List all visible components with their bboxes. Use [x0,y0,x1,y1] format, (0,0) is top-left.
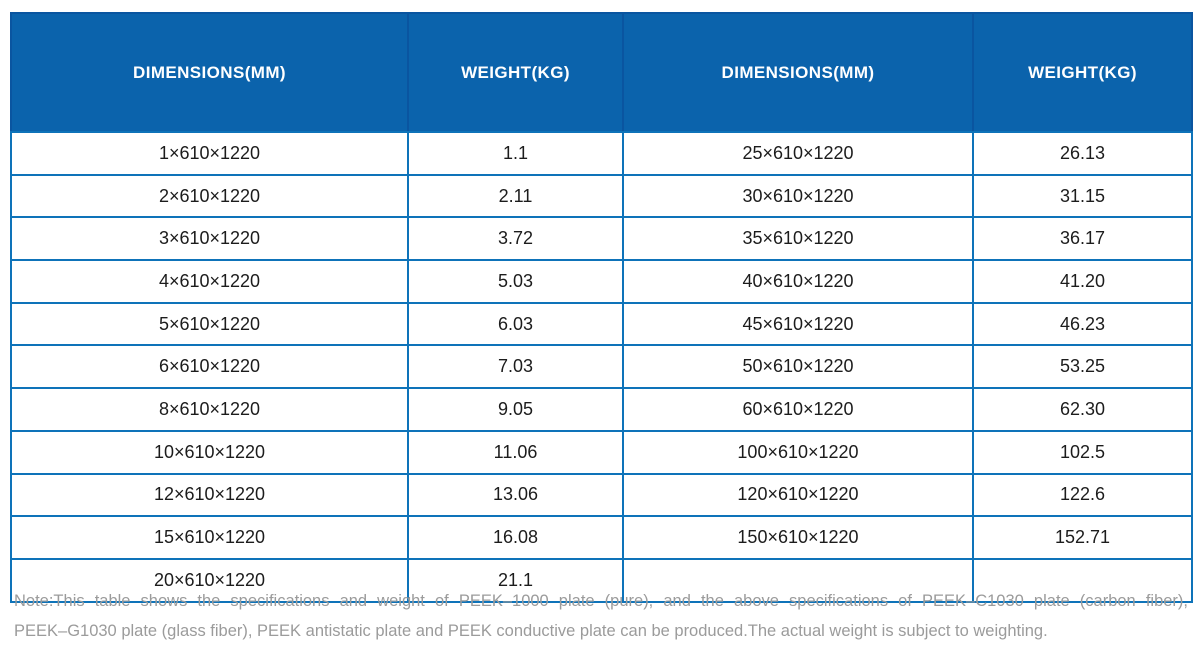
cell-weight: 2.11 [407,173,624,219]
cell-dimensions: 12×610×1220 [10,472,409,518]
cell-weight: 11.06 [407,429,624,475]
cell-weight: 9.05 [407,387,624,432]
col-header-weight-right: WEIGHT(KG) [972,12,1193,133]
table-row: 4×610×1220 5.03 40×610×1220 41.20 [10,259,1193,304]
spec-table: DIMENSIONS(MM) WEIGHT(KG) DIMENSIONS(MM)… [10,12,1193,603]
cell-dimensions: 45×610×1220 [622,301,974,347]
table-row: 10×610×1220 11.06 100×610×1220 102.5 [10,429,1193,475]
cell-weight: 53.25 [972,344,1193,390]
cell-dimensions: 1×610×1220 [10,131,409,176]
table-row: 8×610×1220 9.05 60×610×1220 62.30 [10,387,1193,432]
cell-dimensions: 20×610×1220 [10,557,409,603]
table-body: 1×610×1220 1.1 25×610×1220 26.13 2×610×1… [10,131,1193,603]
cell-dimensions: 15×610×1220 [10,515,409,560]
cell-weight: 46.23 [972,301,1193,347]
col-header-dimensions-left: DIMENSIONS(MM) [10,12,409,133]
table-header: DIMENSIONS(MM) WEIGHT(KG) DIMENSIONS(MM)… [10,12,1193,133]
cell-weight: 21.1 [407,557,624,603]
cell-weight: 7.03 [407,344,624,390]
cell-weight: 13.06 [407,472,624,518]
cell-dimensions: 60×610×1220 [622,387,974,432]
cell-dimensions: 50×610×1220 [622,344,974,390]
cell-dimensions-empty [622,557,974,603]
col-header-dimensions-right: DIMENSIONS(MM) [622,12,974,133]
cell-weight: 31.15 [972,173,1193,219]
cell-dimensions: 25×610×1220 [622,131,974,176]
cell-weight: 26.13 [972,131,1193,176]
table-row: 20×610×1220 21.1 [10,557,1193,603]
cell-dimensions: 5×610×1220 [10,301,409,347]
footnote-line-1: Note:This table shows the specifications… [14,592,1188,610]
cell-weight-empty [972,557,1193,603]
footnote-line-2: PEEK–G1030 plate (glass fiber), PEEK ant… [14,622,1048,640]
cell-dimensions: 6×610×1220 [10,344,409,390]
cell-weight: 152.71 [972,515,1193,560]
cell-dimensions: 4×610×1220 [10,259,409,304]
cell-weight: 16.08 [407,515,624,560]
cell-dimensions: 2×610×1220 [10,173,409,219]
cell-dimensions: 150×610×1220 [622,515,974,560]
cell-weight: 102.5 [972,429,1193,475]
cell-dimensions: 40×610×1220 [622,259,974,304]
table-row: 3×610×1220 3.72 35×610×1220 36.17 [10,216,1193,262]
col-header-weight-left: WEIGHT(KG) [407,12,624,133]
cell-dimensions: 10×610×1220 [10,429,409,475]
header-row: DIMENSIONS(MM) WEIGHT(KG) DIMENSIONS(MM)… [10,12,1193,133]
table-row: 2×610×1220 2.11 30×610×1220 31.15 [10,173,1193,219]
cell-dimensions: 30×610×1220 [622,173,974,219]
table-row: 5×610×1220 6.03 45×610×1220 46.23 [10,301,1193,347]
cell-weight: 122.6 [972,472,1193,518]
cell-dimensions: 3×610×1220 [10,216,409,262]
cell-weight: 1.1 [407,131,624,176]
cell-dimensions: 120×610×1220 [622,472,974,518]
cell-dimensions: 8×610×1220 [10,387,409,432]
footnote: Note:This table shows the specifications… [14,586,1188,646]
cell-weight: 6.03 [407,301,624,347]
cell-dimensions: 100×610×1220 [622,429,974,475]
table-row: 15×610×1220 16.08 150×610×1220 152.71 [10,515,1193,560]
table-row: 12×610×1220 13.06 120×610×1220 122.6 [10,472,1193,518]
table-row: 1×610×1220 1.1 25×610×1220 26.13 [10,131,1193,176]
cell-weight: 62.30 [972,387,1193,432]
cell-weight: 36.17 [972,216,1193,262]
cell-weight: 5.03 [407,259,624,304]
cell-weight: 3.72 [407,216,624,262]
cell-weight: 41.20 [972,259,1193,304]
cell-dimensions: 35×610×1220 [622,216,974,262]
table-row: 6×610×1220 7.03 50×610×1220 53.25 [10,344,1193,390]
